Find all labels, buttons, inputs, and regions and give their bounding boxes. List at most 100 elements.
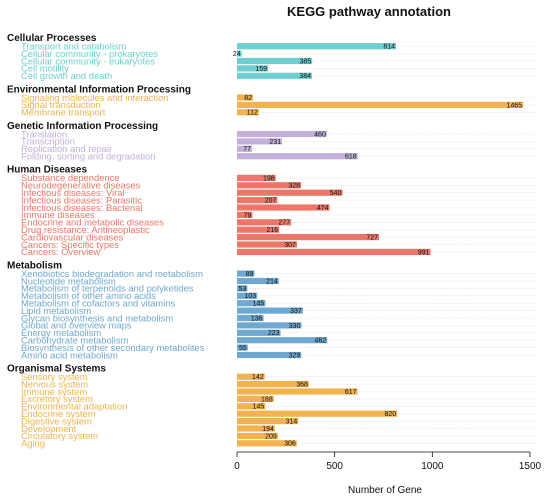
bar-metabolism-metabolism-of-terpenoids-and-polyketides (237, 285, 248, 292)
group-header-human-diseases: Human Diseases (7, 165, 87, 176)
category-label-folding-sorting-and-degradation: Folding, sorting and degradation (21, 151, 155, 162)
bar-cellular-processes-cell-growth-and-death (237, 72, 313, 79)
value-label-substance-dependence: 198 (263, 175, 275, 182)
bar-organismal-systems-immune-system (237, 388, 358, 395)
group-header-organismal-systems: Organismal Systems (7, 364, 106, 375)
category-label-metabolism-of-terpenoids-and-polyketides: Metabolism of terpenoids and polyketides (21, 283, 194, 294)
value-label-metabolism-of-cofactors-and-vitamins: 145 (253, 301, 265, 308)
category-label-translation: Translation (21, 128, 67, 139)
bar-environmental-information-processing-signaling-molecules-and-interaction (237, 94, 254, 101)
value-label-biosynthesis-of-other-secondary-metabolites: 55 (239, 345, 247, 352)
value-label-nucleotide-metabolism: 214 (266, 278, 278, 285)
value-label-xenobiotics-biodegradation-and-metabolism: 89 (246, 271, 254, 278)
bar-human-diseases-infectious-diseases-parasitic (237, 197, 278, 204)
bar-human-diseases-cancers-specific-types (237, 241, 297, 248)
value-label-nervous-system: 368 (296, 382, 308, 389)
x-axis-label: Number of Gene (348, 485, 422, 496)
bar-human-diseases-endocrine-and-metabolic-diseases (237, 219, 292, 226)
value-label-cellular-community-eukaryotes: 385 (300, 58, 312, 65)
value-label-lipid-metabolism: 337 (290, 308, 302, 315)
value-label-replication-and-repair: 77 (243, 146, 251, 153)
value-label-aging: 306 (284, 441, 296, 448)
category-label-endocrine-system: Endocrine system (21, 408, 96, 419)
value-label-signal-transduction: 1465 (507, 102, 523, 109)
category-label-xenobiotics-biodegradation-and-metabolism: Xenobiotics biodegradation and metabolis… (21, 268, 203, 279)
category-label-infectious-diseases-viral: Infectious diseases: Viral (21, 187, 125, 198)
bar-human-diseases-neurodegenerative-diseases (237, 182, 302, 189)
category-label-metabolism-of-cofactors-and-vitamins: Metabolism of cofactors and vitamins (21, 298, 176, 309)
bar-metabolism-global-and-overview-maps (237, 322, 302, 329)
value-label-sensory-system: 142 (252, 374, 264, 381)
x-tick-label-0: 0 (234, 461, 240, 472)
value-label-excretory-system: 188 (261, 396, 273, 403)
category-label-carbohydrate-metabolism: Carbohydrate metabolism (21, 335, 129, 346)
category-label-endocrine-and-metabolic-diseases: Endocrine and metabolic diseases (21, 217, 164, 228)
category-label-drug-resistance-antineoplastic: Drug resistance: Antineoplastic (21, 224, 150, 235)
bar-human-diseases-cancers-overview (237, 248, 431, 255)
category-label-amino-acid-metabolism: Amino acid metabolism (21, 349, 118, 360)
value-label-carbohydrate-metabolism: 462 (315, 338, 327, 345)
value-label-cancers-overview: 991 (418, 249, 430, 256)
value-label-neurodegenerative-diseases: 328 (288, 183, 300, 190)
category-label-immune-system: Immune system (21, 386, 87, 397)
category-label-aging: Aging (21, 438, 45, 449)
x-tick-label-500: 500 (326, 461, 343, 472)
category-label-circulatory-system: Circulatory system (21, 430, 98, 441)
x-tick-label-1500: 1500 (519, 461, 542, 472)
bar-human-diseases-immune-diseases (237, 211, 253, 218)
category-label-cancers-specific-types: Cancers: Specific types (21, 239, 119, 250)
bar-cellular-processes-cellular-community-prokaryotes (237, 50, 242, 57)
value-label-endocrine-system: 820 (384, 411, 396, 418)
category-label-neurodegenerative-diseases: Neurodegenerative diseases (21, 180, 141, 191)
bar-cellular-processes-cellular-community-eukaryotes (237, 57, 313, 65)
category-label-biosynthesis-of-other-secondary-metabolites: Biosynthesis of other secondary metaboli… (21, 342, 205, 353)
category-label-replication-and-repair: Replication and repair (21, 143, 112, 154)
category-label-immune-diseases: Immune diseases (21, 209, 95, 220)
value-label-amino-acid-metabolism: 329 (289, 352, 301, 359)
bar-organismal-systems-endocrine-system (237, 410, 398, 417)
bar-organismal-systems-excretory-system (237, 395, 274, 402)
value-label-endocrine-and-metabolic-diseases: 277 (278, 220, 290, 227)
value-label-cell-motility: 159 (255, 66, 267, 73)
value-label-cardiovascular-diseases: 727 (366, 235, 378, 242)
value-label-immune-diseases: 79 (244, 212, 252, 219)
category-label-development: Development (21, 423, 77, 434)
category-label-cell-growth-and-death: Cell growth and death (21, 70, 112, 81)
bar-human-diseases-substance-dependence (237, 174, 276, 181)
bar-organismal-systems-sensory-system (237, 373, 265, 380)
value-label-signaling-molecules-and-interaction: 82 (244, 95, 252, 102)
category-label-glycan-biosynthesis-and-metabolism: Glycan biosynthesis and metabolism (21, 312, 173, 323)
value-label-infectious-diseases-viral: 540 (330, 190, 342, 197)
bar-metabolism-xenobiotics-biodegradation-and-metabolism (237, 270, 255, 277)
value-label-transcription: 231 (269, 139, 281, 146)
category-label-energy-metabolism: Energy metabolism (21, 327, 101, 338)
value-label-metabolism-of-terpenoids-and-polyketides: 53 (239, 286, 247, 293)
value-label-glycan-biosynthesis-and-metabolism: 136 (251, 315, 263, 322)
bar-genetic-information-processing-translation (237, 130, 327, 138)
category-label-signal-transduction: Signal transduction (21, 99, 101, 110)
category-label-lipid-metabolism: Lipid metabolism (21, 305, 92, 316)
bar-metabolism-lipid-metabolism (237, 307, 303, 314)
value-label-drug-resistance-antineoplastic: 216 (267, 227, 279, 234)
value-label-metabolism-of-other-amino-acids: 103 (244, 293, 256, 300)
bar-organismal-systems-environmental-adaptation (237, 403, 266, 410)
value-label-cell-growth-and-death: 384 (299, 73, 311, 80)
x-tick-label-1000: 1000 (421, 461, 444, 472)
bar-human-diseases-infectious-diseases-bacterial (237, 204, 330, 211)
value-label-translation: 460 (314, 131, 326, 138)
bar-human-diseases-drug-resistance-antineoplastic (237, 226, 280, 233)
bar-environmental-information-processing-membrane-transport (237, 109, 259, 116)
category-label-environmental-adaptation: Environmental adaptation (21, 401, 127, 412)
category-label-cell-motility: Cell motility (21, 63, 69, 74)
value-label-transport-and-catabolism: 814 (383, 44, 395, 51)
bar-human-diseases-cardiovascular-diseases (237, 234, 380, 241)
category-label-sensory-system: Sensory system (21, 371, 88, 382)
bar-organismal-systems-nervous-system (237, 381, 309, 388)
value-label-energy-metabolism: 223 (268, 330, 280, 337)
category-label-infectious-diseases-parasitic: Infectious diseases: Parasitic (21, 194, 142, 205)
value-label-development: 194 (262, 426, 274, 433)
bar-metabolism-energy-metabolism (237, 329, 281, 336)
category-label-nervous-system: Nervous system (21, 378, 88, 389)
category-label-nucleotide-metabolism: Nucleotide metabolism (21, 275, 116, 286)
